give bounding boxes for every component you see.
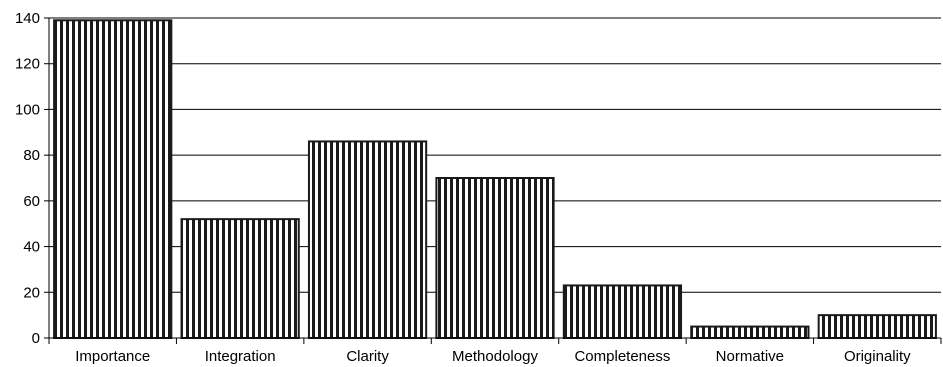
y-tick-label: 40 (23, 239, 40, 256)
y-tick-label: 140 (15, 10, 40, 27)
bar (690, 325, 810, 340)
y-tick-label: 100 (15, 101, 40, 118)
y-tick-label: 20 (23, 284, 40, 301)
y-tick-label: 120 (15, 56, 40, 73)
x-category-label: Importance (75, 348, 150, 365)
bar (53, 19, 173, 340)
bar (562, 284, 683, 339)
y-tick-label: 60 (23, 193, 40, 210)
x-category-label: Clarity (346, 348, 389, 365)
bar (817, 314, 937, 339)
bar (180, 218, 300, 339)
x-category-label: Normative (716, 348, 784, 365)
y-tick-labels: 0 20 40 60 80 100 120 140 (15, 10, 40, 347)
bars (53, 19, 937, 340)
x-category-label: Originality (844, 348, 911, 365)
x-category-label: Methodology (452, 348, 538, 365)
x-category-label: Integration (205, 348, 276, 365)
bar (307, 140, 428, 339)
axes (44, 17, 942, 344)
x-category-label: Completeness (574, 348, 670, 365)
y-tick-label: 0 (32, 330, 40, 347)
x-category-labels: Importance Integration Clarity Methodology C… (75, 348, 911, 365)
y-tick-label: 80 (23, 147, 40, 164)
bar (435, 177, 555, 339)
